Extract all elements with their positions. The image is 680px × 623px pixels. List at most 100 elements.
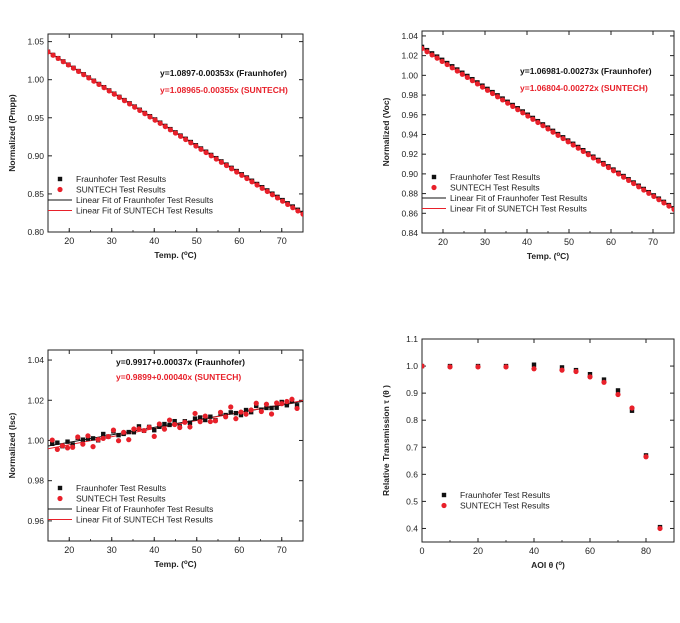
data-point [65,439,70,444]
x-tick-label: 50 [564,237,574,247]
data-point [295,208,301,214]
data-point [90,436,96,441]
x-axis-label: Temp. (oC) [154,250,196,260]
fit-equation: y=0.9917+0.00037x (Fraunhofer) [116,357,245,367]
data-point [560,135,566,142]
x-tick-label: 60 [606,237,616,247]
data-point [274,195,281,201]
data-point [156,421,162,427]
data-point [531,366,537,372]
data-point [657,525,663,532]
legend-label: SUNTECH Test Results [76,494,166,504]
data-point [80,437,86,442]
data-point [643,454,649,460]
data-point [197,415,203,420]
data-point [65,62,71,68]
fit-equation: y=0.9899+0.00040x (SUNTECH) [116,372,241,382]
data-point [218,159,224,165]
data-point [233,410,239,416]
y-tick-label: 0.80 [27,227,44,237]
data-point [238,409,244,415]
data-point [300,211,303,217]
data-point [631,180,637,187]
y-tick-label: 0.94 [401,129,418,139]
data-point [95,437,101,443]
data-point [239,172,245,178]
data-point [248,407,254,413]
data-point [233,416,239,422]
data-point [223,414,229,420]
data-point [284,403,290,408]
data-point [565,139,571,145]
legend-label: Linear Fit of Fraunhofer Test Results [76,195,213,205]
data-point [157,424,162,429]
chart-panel-4: 0 20 40 60 80 0.4 0.5 0.6 0.7 0.8 0.9 1.0 1.1 AOI θ (… [381,334,675,570]
fit-equation: y=1.06981-0.00273x (Fraunhofer) [520,66,652,76]
data-point [64,445,71,451]
data-point [157,120,163,126]
data-point [629,408,635,413]
legend-marker [431,184,437,191]
data-point [187,420,193,426]
data-point [111,91,117,97]
data-point [70,444,76,450]
data-point [172,418,177,424]
data-point [587,374,593,380]
legend-marker [441,502,447,509]
data-point [424,49,430,55]
data-point [505,100,511,106]
x-tick-label: 20 [64,236,74,246]
data-point [177,424,183,431]
y-tick-label: 1.02 [27,395,44,405]
data-point [183,136,189,143]
y-tick-label: 1.02 [401,51,418,61]
data-point [573,368,579,375]
x-tick-label: 40 [149,545,159,555]
data-point [422,45,425,52]
x-tick-label: 40 [529,546,539,556]
data-point [161,426,168,432]
data-point [629,405,635,411]
data-point [510,103,516,109]
data-point [447,364,453,370]
data-point [484,87,491,93]
fit-equation: y=1.06804-0.00272x (SUNTECH) [520,83,648,93]
x-tick-label: 40 [149,236,159,246]
y-tick-label: 0.85 [27,189,44,199]
y-tick-label: 1.00 [27,435,44,445]
data-point [91,78,97,84]
data-point [268,411,275,417]
data-point [600,161,607,167]
legend-label: Linear Fit of Fraunhofer Test Results [76,504,213,514]
legend-marker [57,495,63,502]
data-point [540,123,546,129]
data-point [264,405,269,411]
data-point [531,362,537,367]
data-point [615,388,621,393]
fit-equation: y=1.08965-0.00355x (SUNTECH) [160,85,288,95]
data-point [621,174,627,180]
data-point [449,65,455,71]
legend-label: SUNTECH Test Results [76,185,166,195]
x-tick-label: 20 [438,237,448,247]
data-point [172,421,178,428]
legend-marker [57,176,63,182]
data-point [167,422,172,428]
data-point [244,175,250,182]
data-point [525,113,531,119]
legend-label: Fraunhofer Test Results [460,490,550,500]
data-point [641,187,647,193]
data-point [96,81,102,88]
y-tick-label: 1.04 [27,355,44,365]
data-point [110,427,117,433]
data-point [274,405,279,410]
data-point [75,434,81,440]
data-point [429,52,435,58]
legend-label: Linear Fit of Fraunhofer Test Results [450,193,587,203]
y-tick-label: 0.9 [406,388,418,398]
fit-equation: y=1.0897-0.00353x (Fraunhofer) [160,68,287,78]
x-tick-label: 50 [192,236,202,246]
x-tick-label: 20 [473,546,483,556]
